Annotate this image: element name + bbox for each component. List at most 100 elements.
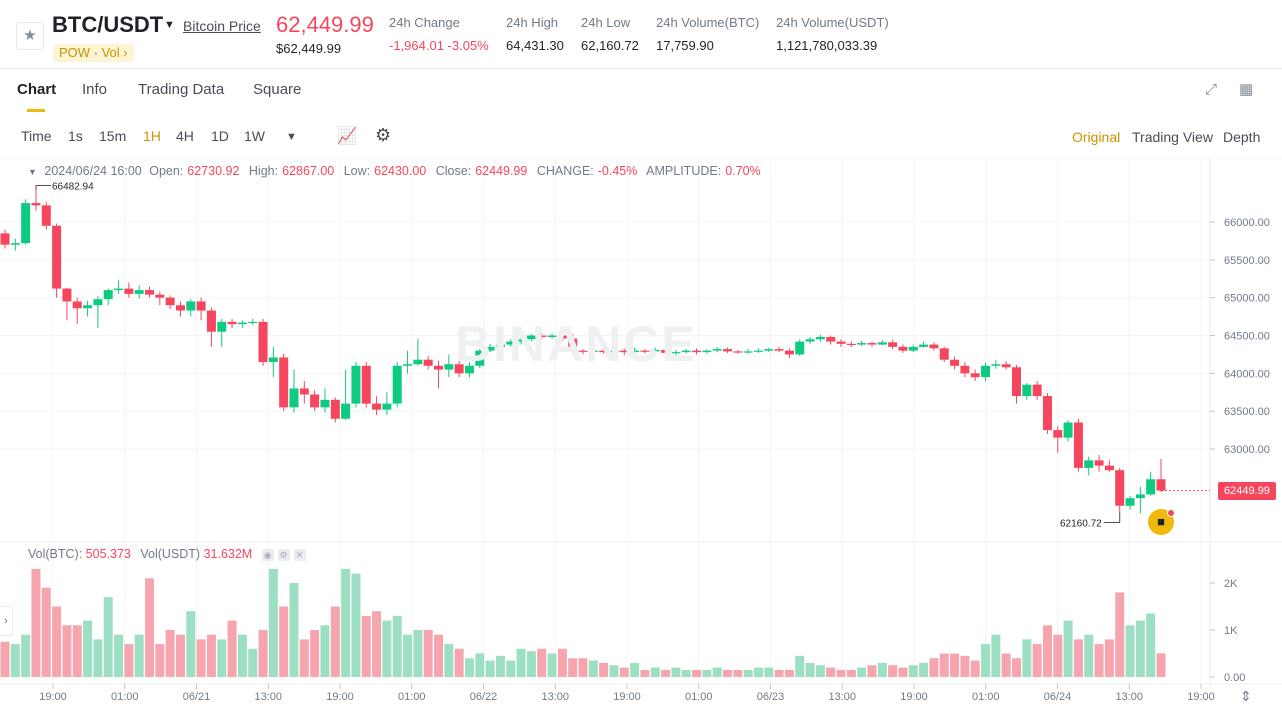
interval-more-icon[interactable]: ▼	[286, 131, 297, 143]
candle-body	[423, 359, 433, 366]
pair-title[interactable]: BTC/USDT	[52, 12, 164, 37]
candle-body	[537, 335, 547, 338]
candle-body	[1022, 384, 1032, 397]
chart-axes: 66000.00 65500.00 65000.00 64500.00 64000.00…	[0, 181, 1282, 703]
time-tick-label: 01:00	[972, 691, 1000, 703]
volume-bar	[1084, 634, 1094, 677]
grid-layout-icon[interactable]: ▦	[1239, 81, 1254, 98]
favorite-star-icon[interactable]: ★	[16, 22, 44, 50]
candle-body	[877, 342, 887, 345]
volume-bar	[877, 662, 887, 677]
interval-1s[interactable]: 1s	[68, 128, 83, 144]
chevron-down-icon[interactable]: ▼	[164, 19, 175, 31]
volume-bar	[1156, 653, 1166, 677]
volume-tick-label: 0.00	[1224, 672, 1245, 684]
view-depth[interactable]: Depth	[1223, 129, 1261, 145]
volume-bar	[950, 653, 960, 677]
volume-legend: Vol(BTC): 505.373 Vol(USDT) 31.632M ◉ ⚙ ✕	[28, 547, 310, 561]
expand-icon[interactable]: ⤢	[1205, 81, 1218, 98]
candle-body	[258, 321, 268, 362]
vol-usdt-value: 31.632M	[203, 547, 253, 561]
candle-body	[93, 299, 103, 306]
interval-4h[interactable]: 4H	[176, 128, 194, 144]
time-tick-label: 19:00	[900, 691, 928, 703]
eye-icon[interactable]: ◉	[261, 548, 274, 561]
volume-tick-label: 2K	[1224, 578, 1238, 590]
candle-body	[568, 338, 578, 351]
close-icon[interactable]: ✕	[293, 548, 306, 561]
high-value: 62867.00	[282, 164, 335, 178]
time-tick-label: 06/22	[470, 691, 498, 703]
last-price: 62,449.99	[276, 12, 374, 37]
candle-body	[671, 352, 681, 354]
volume-bar	[526, 651, 536, 677]
candle-body	[196, 301, 206, 311]
interval-1w[interactable]: 1W	[244, 128, 265, 144]
candle-body	[661, 349, 671, 353]
settings-icon[interactable]: ⚙	[277, 548, 290, 561]
volume-bar	[1012, 658, 1021, 677]
interval-1d[interactable]: 1D	[211, 128, 229, 144]
candle-body	[217, 321, 227, 332]
tab-info[interactable]: Info	[82, 81, 108, 98]
price-tick-label: 66000.00	[1224, 217, 1270, 229]
volume-bar	[454, 648, 464, 677]
candle-body	[1135, 494, 1145, 499]
interval-15m[interactable]: 15m	[99, 128, 127, 144]
volume-bar	[671, 667, 681, 677]
volume-bar	[41, 587, 51, 677]
candle-body	[630, 350, 640, 353]
expand-panel-icon[interactable]: ›	[0, 606, 13, 636]
time-tick-label: 19:00	[613, 691, 641, 703]
tag-badge[interactable]: POW • Vol ›	[53, 44, 134, 62]
volume-bar	[423, 630, 433, 677]
candle-body	[898, 346, 908, 351]
stat-value-vol-usdt: 1,121,780,033.39	[776, 38, 878, 53]
volume-bar	[547, 653, 557, 677]
volume-bar	[279, 606, 289, 677]
open-label: Open:	[149, 164, 184, 178]
view-original[interactable]: Original	[1072, 129, 1121, 145]
tag-separator: •	[94, 49, 98, 60]
stat-label-change: 24h Change	[389, 15, 460, 30]
candle-body	[444, 364, 454, 370]
candle-body	[692, 350, 702, 353]
volume-bar	[630, 662, 640, 677]
volume-bar	[83, 620, 93, 677]
price-tick-label: 63500.00	[1224, 406, 1270, 418]
indicator-icon[interactable]: 📈	[337, 128, 357, 145]
volume-bar	[753, 667, 763, 677]
view-trading-view[interactable]: Trading View	[1132, 129, 1213, 145]
volume-bar	[485, 660, 495, 677]
candle-body	[41, 205, 51, 226]
volume-bar	[155, 644, 165, 677]
volume-bar	[258, 630, 268, 677]
volume-bar	[661, 669, 671, 677]
candle-body	[299, 388, 309, 395]
scale-reset-icon[interactable]: ⇕	[1240, 688, 1252, 704]
candle-body	[991, 364, 1001, 366]
candle-body	[753, 350, 763, 352]
high-marker-label: 66482.94	[52, 181, 94, 192]
volume-bar	[764, 667, 774, 677]
volume-bar	[289, 583, 299, 677]
candle-body	[310, 394, 320, 408]
volume-bar	[1073, 639, 1083, 677]
tab-trading-data[interactable]: Trading Data	[138, 81, 225, 98]
candle-body	[867, 343, 877, 345]
settings-gear-icon[interactable]: ⚙	[375, 125, 392, 145]
price-tick-label: 63000.00	[1224, 444, 1270, 456]
interval-time[interactable]: Time	[21, 128, 52, 144]
price-chart[interactable]: 66000.00 65500.00 65000.00 64500.00 64000.00…	[0, 158, 1282, 717]
interval-1h[interactable]: 1H	[143, 128, 161, 144]
candle-body	[1001, 364, 1011, 368]
candle-body	[268, 357, 278, 362]
volume-bar	[1022, 639, 1032, 677]
time-tick-label: 13:00	[828, 691, 856, 703]
candle-body	[929, 344, 939, 349]
bitcoin-price-link[interactable]: Bitcoin Price	[183, 18, 261, 34]
tab-chart[interactable]: Chart	[17, 81, 57, 98]
volume-bar	[1115, 592, 1125, 677]
chevron-down-icon[interactable]: ▼	[28, 167, 37, 177]
tab-square[interactable]: Square	[253, 81, 302, 98]
